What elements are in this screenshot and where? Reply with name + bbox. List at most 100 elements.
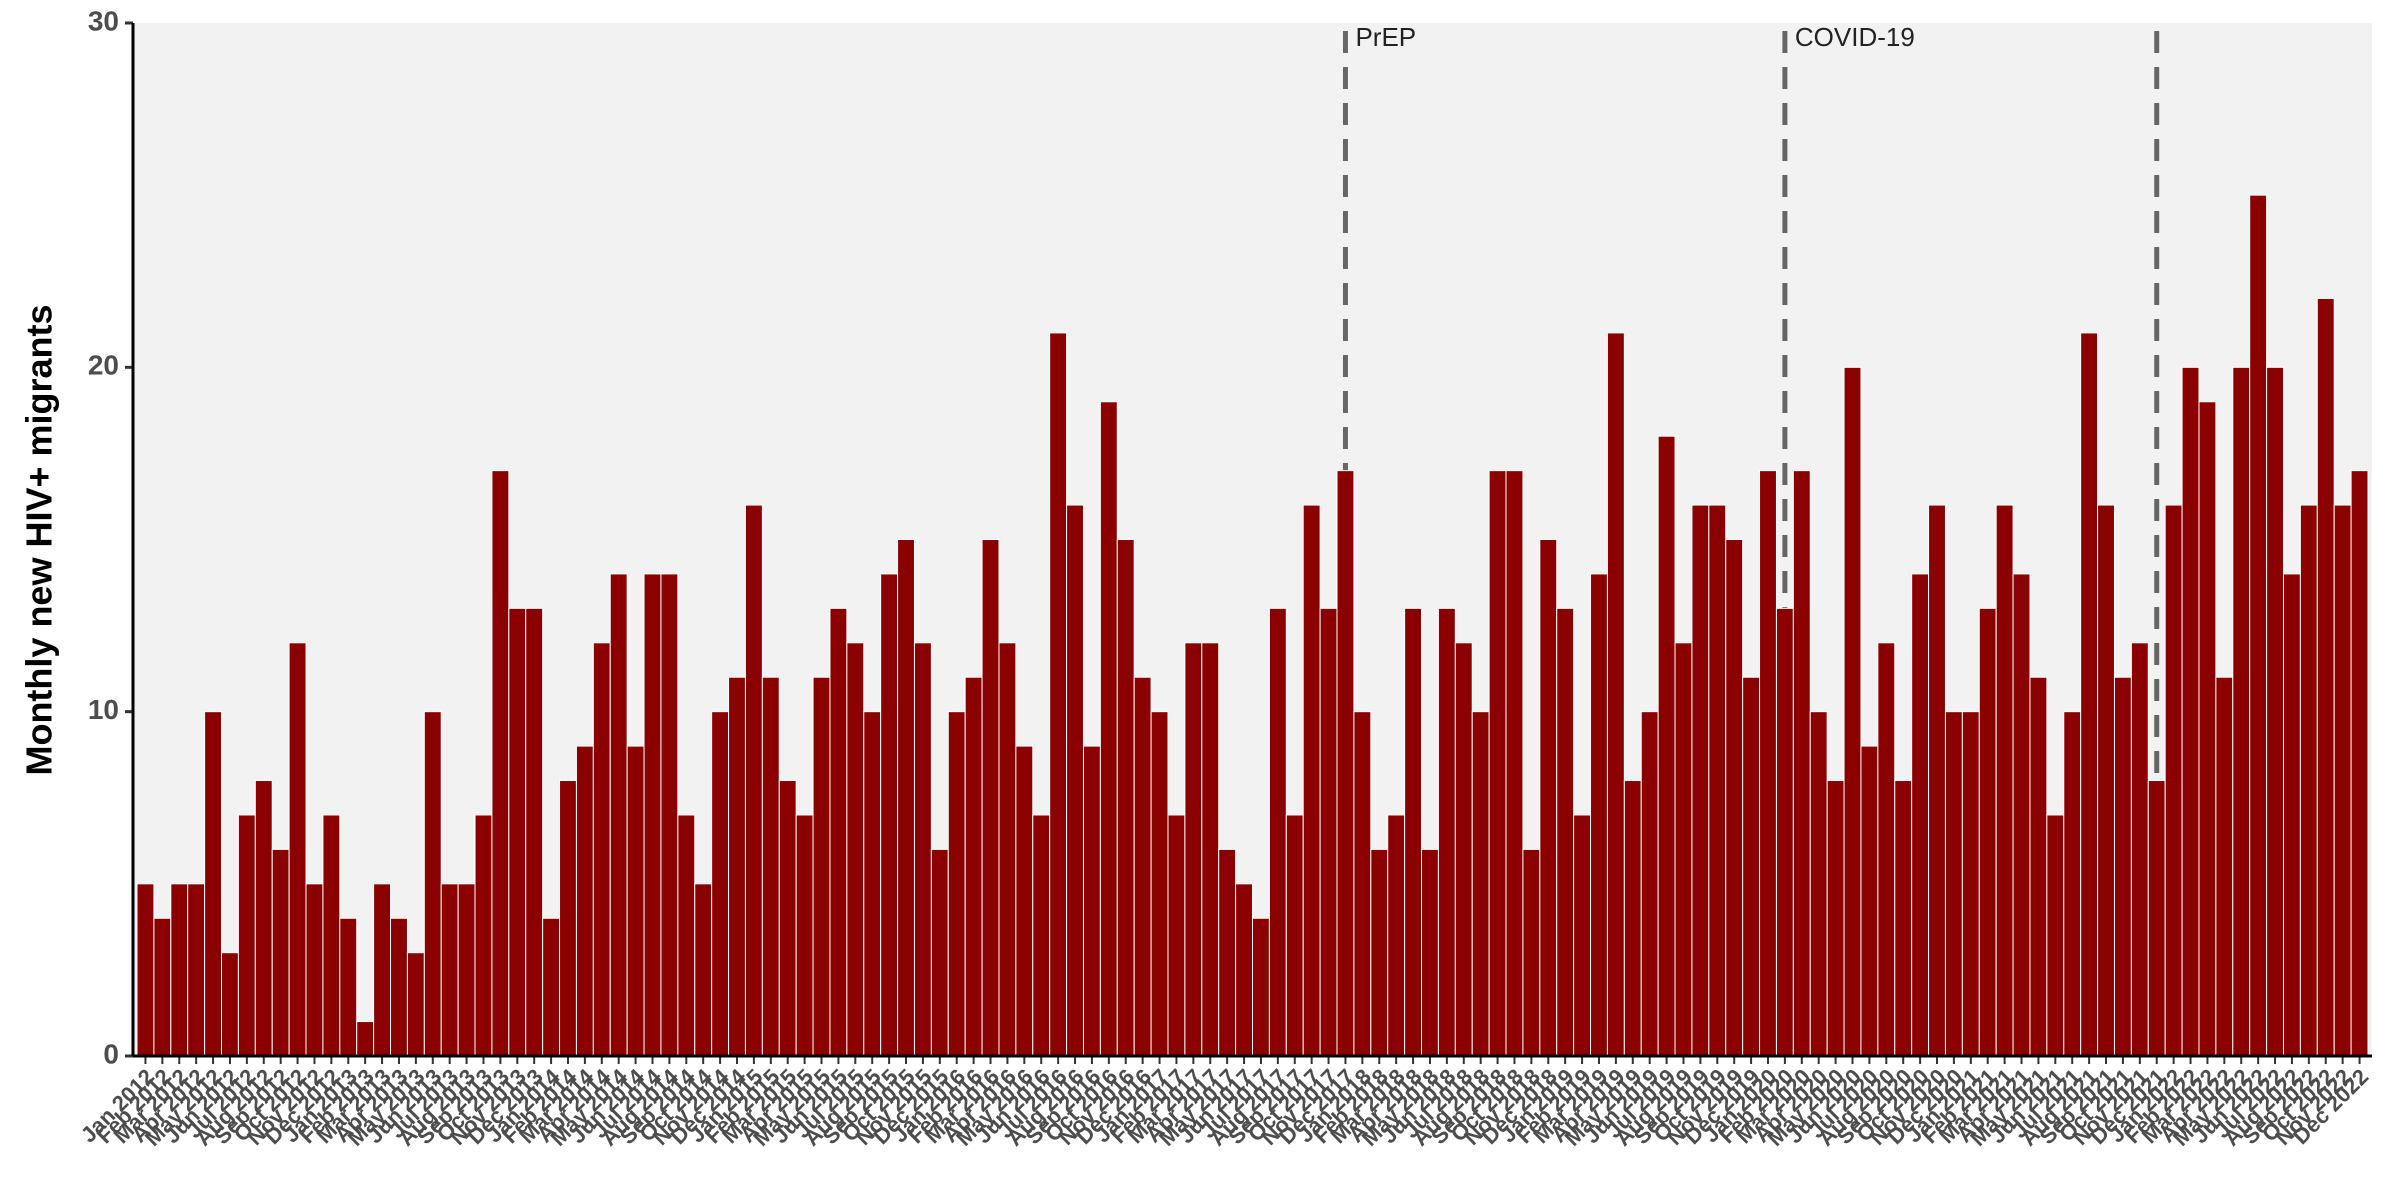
bar — [339, 917, 358, 1057]
bar — [322, 814, 341, 1057]
bar — [440, 883, 459, 1057]
bar — [1725, 539, 1744, 1057]
bar — [2316, 297, 2335, 1057]
bar — [1674, 642, 1693, 1057]
bar — [947, 711, 966, 1057]
bar — [2029, 676, 2048, 1057]
bar — [525, 607, 544, 1057]
bar — [457, 883, 476, 1057]
bar — [913, 642, 932, 1057]
bar — [2063, 711, 2082, 1057]
bar — [2198, 401, 2217, 1057]
bar — [761, 676, 780, 1057]
bar — [2249, 194, 2268, 1057]
bar — [1691, 504, 1710, 1057]
bar — [2266, 366, 2284, 1057]
bar — [1150, 711, 1169, 1057]
bar — [795, 814, 814, 1057]
bar — [930, 848, 949, 1057]
bar — [1319, 607, 1338, 1057]
bar — [1099, 401, 1118, 1057]
bar — [1539, 539, 1558, 1057]
bar — [474, 814, 493, 1057]
bar — [1032, 814, 1051, 1057]
bar — [2181, 366, 2200, 1057]
bar — [288, 642, 307, 1057]
bar — [626, 745, 645, 1057]
y-tick-label: 20 — [88, 350, 119, 381]
y-axis-label: Monthly new HIV+ migrants — [19, 304, 60, 775]
bar — [829, 607, 848, 1057]
bar — [1235, 883, 1254, 1057]
bar — [1640, 711, 1659, 1057]
bar — [1792, 470, 1811, 1057]
bar — [508, 607, 527, 1057]
bar — [677, 814, 696, 1057]
bar — [1590, 573, 1608, 1057]
bar — [2350, 470, 2369, 1057]
event-label: COVID-19 — [1795, 22, 1915, 52]
bar — [542, 917, 561, 1057]
bar — [204, 711, 223, 1057]
bar — [170, 883, 189, 1057]
bar — [1454, 642, 1473, 1057]
bar — [1894, 780, 1913, 1057]
bar — [1488, 470, 1507, 1057]
bar — [1066, 504, 1084, 1057]
bar — [1471, 711, 1490, 1057]
bar — [1387, 814, 1406, 1057]
bar — [998, 642, 1017, 1057]
bar — [153, 917, 172, 1057]
bar — [2299, 504, 2318, 1057]
bar — [1911, 573, 1930, 1057]
bar — [423, 711, 442, 1057]
bar — [136, 883, 155, 1057]
bar — [2215, 676, 2234, 1057]
bar — [744, 504, 763, 1057]
bar — [1742, 676, 1761, 1057]
bar — [1184, 642, 1203, 1057]
bar — [1015, 745, 1034, 1057]
bar — [2012, 573, 2031, 1057]
bar — [1353, 711, 1372, 1057]
bar — [373, 883, 392, 1057]
bar — [187, 883, 206, 1057]
bar — [2333, 504, 2352, 1057]
bar — [1437, 607, 1456, 1057]
bar — [1522, 848, 1541, 1057]
bar — [711, 711, 730, 1057]
bar — [1623, 780, 1642, 1057]
bar — [1606, 332, 1625, 1057]
bar — [2080, 332, 2099, 1057]
bar — [2282, 573, 2301, 1057]
y-tick-label: 0 — [103, 1038, 119, 1069]
bar — [1116, 539, 1135, 1057]
bar — [2046, 814, 2065, 1057]
bar — [609, 573, 628, 1057]
bar — [1809, 711, 1828, 1057]
bar — [728, 676, 746, 1057]
bar — [2113, 676, 2132, 1057]
bar — [575, 745, 594, 1057]
bar — [390, 917, 408, 1057]
bar — [1201, 642, 1220, 1057]
bar — [1370, 848, 1389, 1057]
bar — [1775, 607, 1794, 1057]
bar — [863, 711, 882, 1057]
bar — [1860, 745, 1879, 1057]
bar — [981, 539, 1000, 1057]
bar — [1928, 504, 1946, 1057]
bar — [1252, 917, 1270, 1057]
bar — [1421, 848, 1439, 1057]
bar — [1826, 780, 1845, 1057]
y-tick-label: 30 — [88, 5, 119, 36]
bar — [1133, 676, 1152, 1057]
bar — [356, 1021, 375, 1057]
bar — [1995, 504, 2014, 1057]
bar — [1944, 711, 1963, 1057]
bar — [1049, 332, 1068, 1057]
bar — [1285, 814, 1304, 1057]
bar — [1877, 642, 1896, 1057]
bar — [812, 676, 831, 1057]
